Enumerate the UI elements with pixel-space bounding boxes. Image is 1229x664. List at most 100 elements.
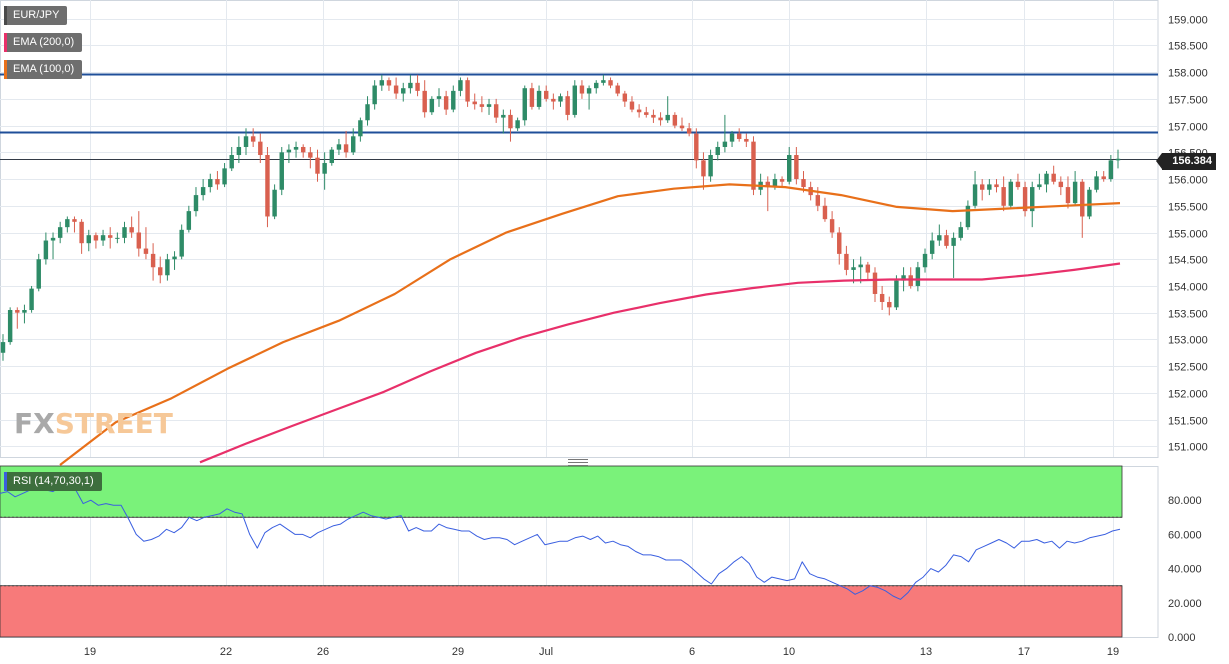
candle-body (686, 128, 692, 134)
candle (536, 85, 542, 110)
candle-body (129, 227, 134, 233)
candle (922, 248, 928, 273)
candle (729, 130, 735, 147)
candle (179, 224, 184, 260)
candle-body (858, 264, 863, 268)
candle (215, 171, 220, 190)
candle-body (86, 235, 91, 244)
candle-body (765, 181, 770, 188)
candle-body (1051, 173, 1056, 182)
candle (1094, 171, 1099, 193)
candle-body (493, 104, 499, 118)
price-tick-label: 157.500 (1168, 95, 1208, 107)
candle (608, 77, 613, 89)
candle-body (393, 85, 399, 94)
candle-body (1108, 160, 1114, 180)
candle (1080, 179, 1085, 238)
price-pane-frame (0, 0, 1159, 458)
candle-body (501, 114, 506, 118)
candle (401, 82, 406, 102)
candle (829, 211, 835, 238)
candle-body (50, 237, 56, 241)
candle-body (522, 88, 527, 121)
candle-body (529, 88, 535, 107)
candle-body (336, 144, 342, 150)
legend-rsi[interactable]: RSI (14,70,30,1) (4, 472, 102, 491)
candle (572, 80, 578, 118)
candle (172, 251, 177, 270)
candle (272, 184, 277, 220)
candle-body (229, 155, 234, 169)
candle (100, 229, 106, 246)
candle (429, 96, 435, 115)
price-tick-label: 154.500 (1168, 255, 1208, 267)
candle-body (987, 184, 992, 190)
candle-body (1001, 187, 1006, 206)
candle (393, 77, 399, 99)
candle-body (222, 168, 227, 185)
candle (79, 219, 84, 254)
candle-body (601, 80, 606, 83)
time-tick-label: 29 (452, 646, 464, 658)
candle-body (358, 120, 363, 137)
candle (50, 232, 56, 260)
legend-ema-200[interactable]: EMA (200,0) (4, 33, 83, 52)
candle-body (186, 211, 192, 230)
candle-body (308, 152, 313, 158)
candle (0, 334, 6, 361)
candle-body (0, 342, 6, 353)
candle (1044, 171, 1049, 193)
candle (1051, 165, 1056, 185)
candle-body (565, 96, 570, 115)
price-tick-label: 157.000 (1168, 122, 1208, 134)
candle-body (515, 120, 520, 129)
candle-body (300, 146, 306, 153)
candle (894, 275, 899, 311)
candle (636, 104, 642, 118)
candle (1037, 173, 1042, 190)
candle-body (322, 163, 327, 174)
candle (165, 253, 170, 281)
candle-body (629, 101, 635, 110)
time-tick-label: 10 (783, 646, 795, 658)
candle (1022, 181, 1028, 217)
candle-body (1037, 184, 1042, 188)
candle-body (722, 141, 728, 147)
candle (158, 256, 163, 284)
time-tick-label: Jul (539, 646, 553, 658)
candle-body (872, 272, 878, 294)
candle-body (158, 267, 163, 276)
candle (615, 82, 620, 97)
rsi-line (0, 486, 1121, 600)
candle (944, 229, 949, 249)
candle (736, 128, 742, 142)
candle-body (801, 179, 806, 188)
pane-resize-handle[interactable] (568, 459, 588, 466)
candle (122, 221, 127, 244)
candle-body (29, 288, 34, 311)
candle (565, 90, 570, 121)
candle (822, 197, 828, 222)
candle (1065, 176, 1071, 209)
candle-body (172, 256, 177, 260)
candle-body (65, 219, 70, 228)
candle (879, 285, 885, 311)
candle-body (265, 155, 270, 217)
candle (551, 93, 556, 110)
candle (379, 74, 385, 91)
candle (951, 232, 956, 278)
candle (679, 117, 685, 131)
candle-body (979, 184, 985, 190)
candle-body (579, 85, 585, 94)
rsi-tick-label: 0.000 (1168, 632, 1196, 644)
candle (1101, 171, 1106, 182)
candle (1030, 181, 1035, 228)
price-tick-label: 155.500 (1168, 202, 1208, 214)
candle-body (57, 227, 63, 238)
legend-symbol[interactable]: EUR/JPY (4, 6, 68, 25)
candle (672, 112, 678, 129)
legend-ema-100[interactable]: EMA (100,0) (4, 60, 83, 79)
candle (422, 80, 427, 118)
candle-body (622, 93, 628, 102)
